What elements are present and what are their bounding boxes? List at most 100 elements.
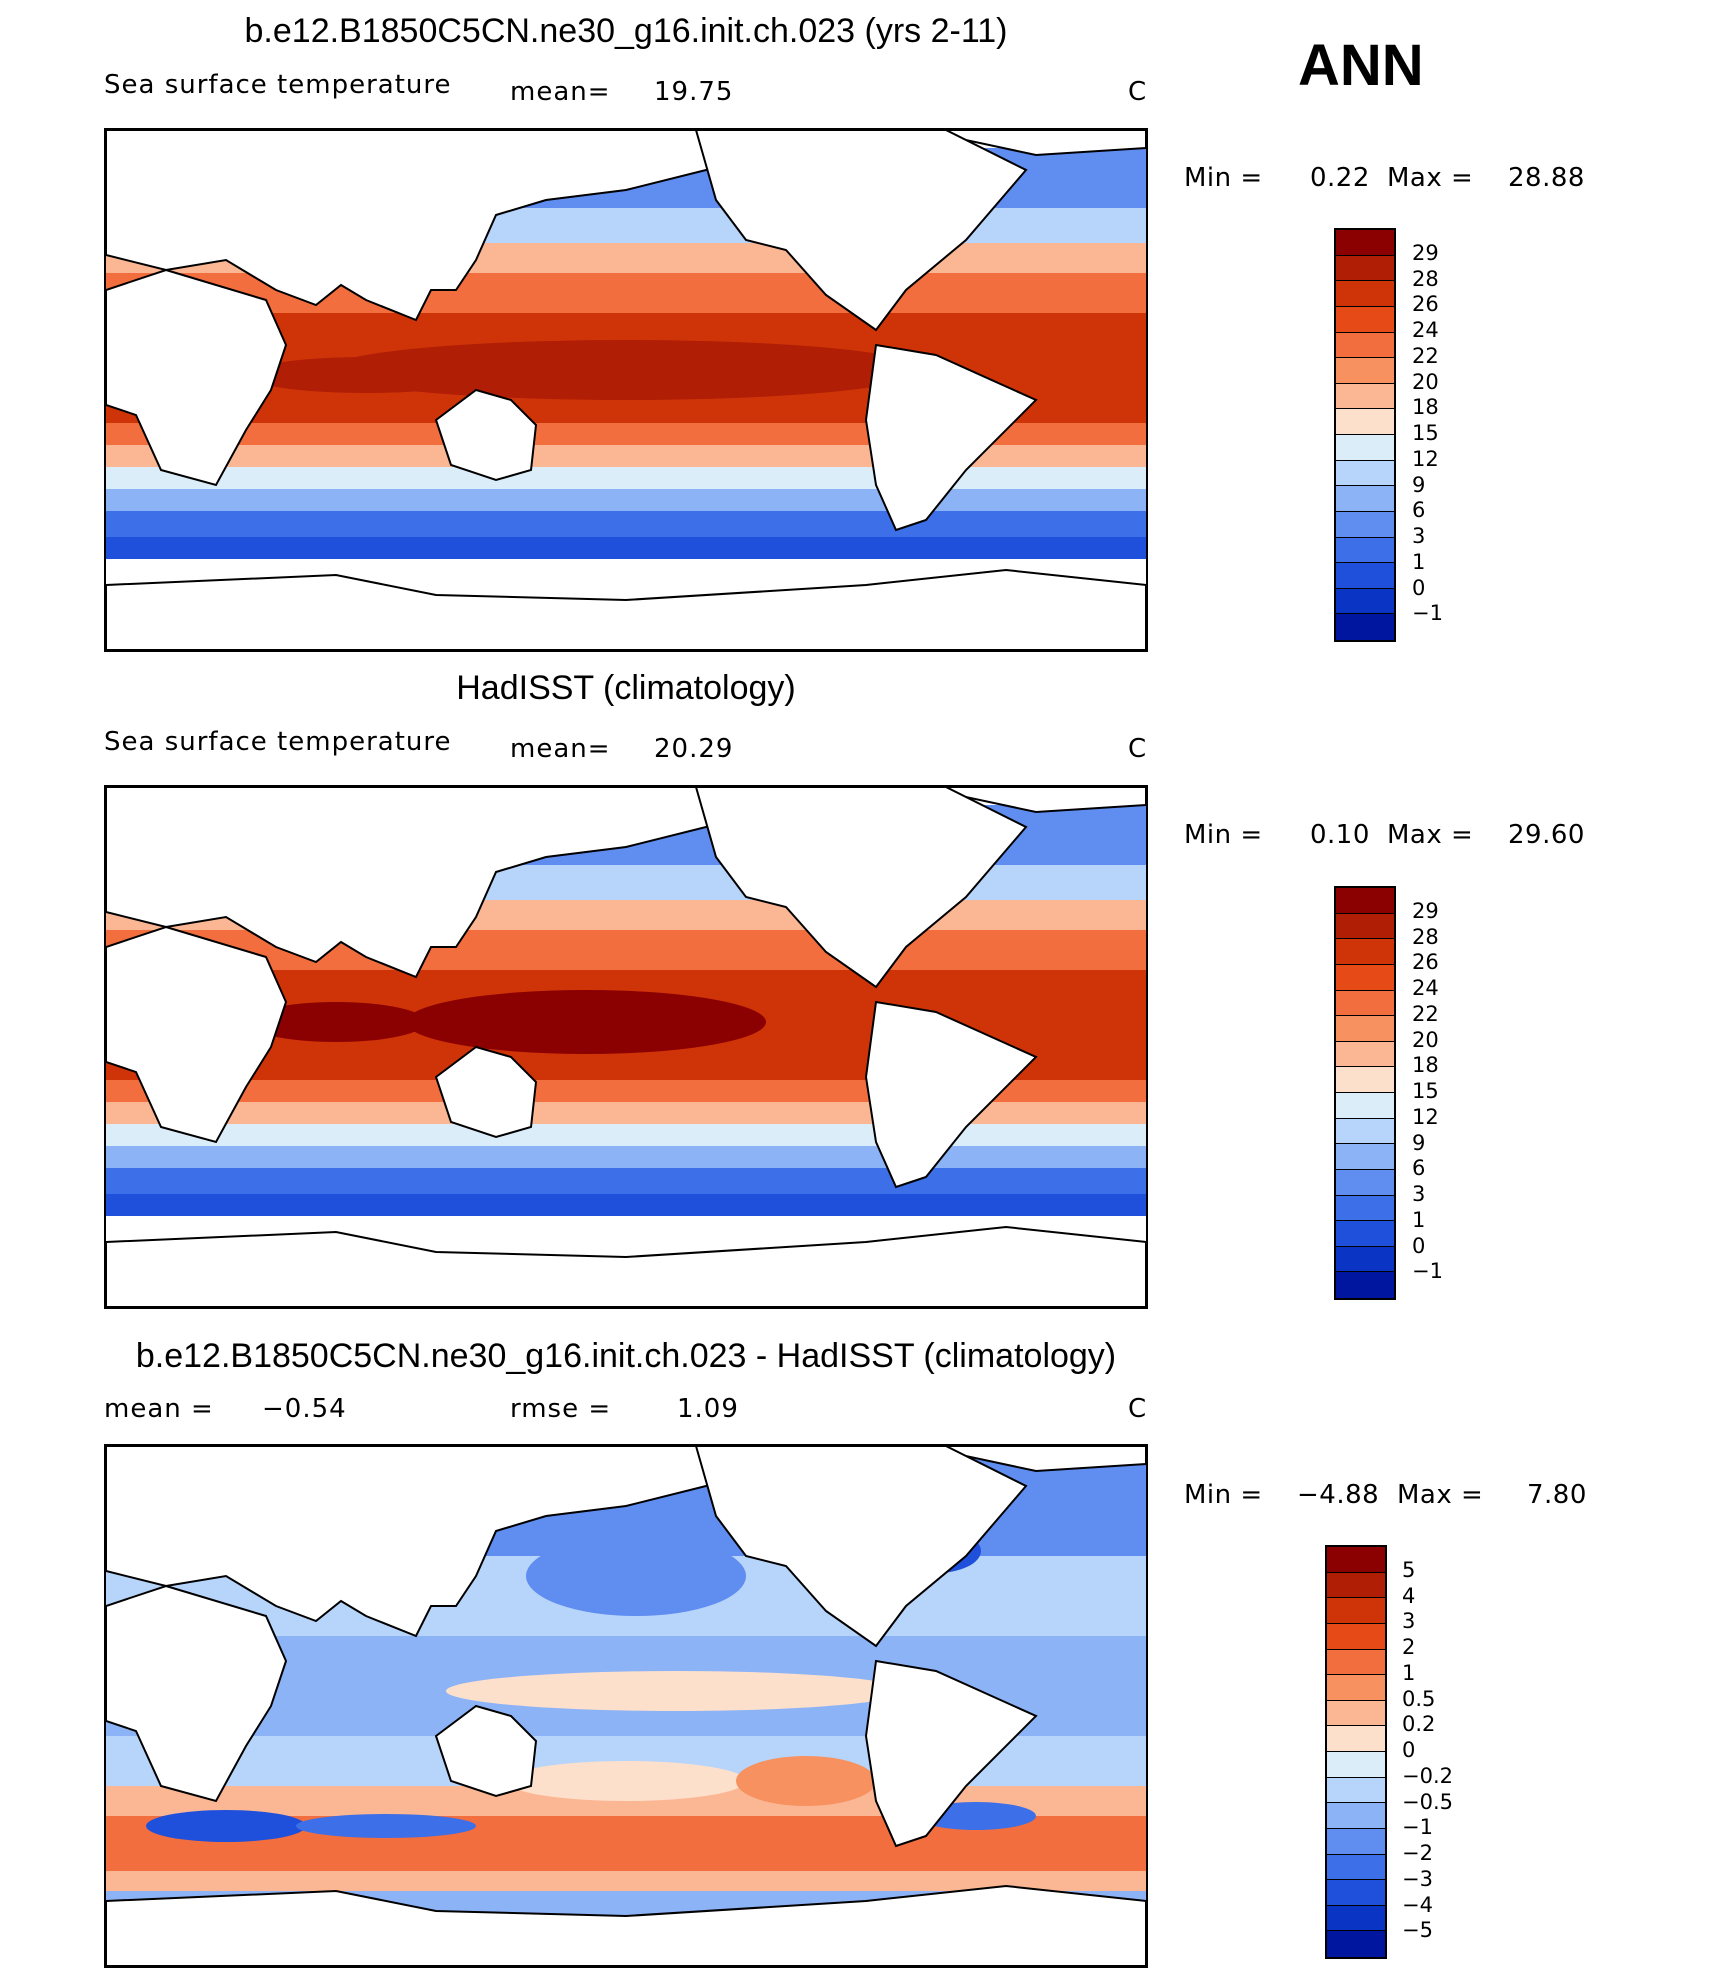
- colorbar-tick-label: 26: [1412, 950, 1439, 975]
- colorbar-tick-label: 24: [1412, 976, 1439, 1000]
- colorbar-segment: [1336, 614, 1394, 640]
- colorbar-tick-label: −1: [1402, 1815, 1433, 1840]
- panel-obs-mean-value: 20.29: [654, 734, 734, 764]
- colorbar-tick-label: 26: [1412, 292, 1439, 317]
- colorbar-tick-label: 0: [1402, 1738, 1416, 1762]
- panel-model-max-label: Max =: [1387, 163, 1474, 193]
- panel-model-min-value: 0.22: [1310, 163, 1370, 193]
- panel-diff-mean-value: −0.54: [262, 1394, 347, 1424]
- colorbar-segment: [1336, 1272, 1394, 1298]
- colorbar-tick-label: 6: [1412, 1156, 1426, 1181]
- colorbar-segment: [1327, 1752, 1385, 1778]
- colorbar-tick-label: −1: [1412, 1259, 1443, 1284]
- colorbar-segment: [1336, 990, 1394, 1017]
- panel-diff-rmse-value: 1.09: [677, 1394, 739, 1424]
- colorbar-tick-label: 5: [1402, 1557, 1416, 1582]
- colorbar-segment: [1327, 1726, 1385, 1752]
- colorbar-tick-label: 0: [1412, 1233, 1426, 1258]
- colorbar-segment: [1327, 1649, 1385, 1676]
- colorbar-tick-label: 28: [1412, 266, 1439, 291]
- panel-diff-colorbar: [1325, 1545, 1387, 1959]
- colorbar-tick-label: 15: [1412, 1079, 1439, 1103]
- colorbar-segment: [1336, 1118, 1394, 1145]
- colorbar-segment: [1327, 1598, 1385, 1624]
- panel-diff-mean-label: mean =: [104, 1394, 214, 1424]
- colorbar-tick-label: 18: [1412, 395, 1439, 420]
- colorbar-segment: [1336, 1221, 1394, 1247]
- colorbar-segment: [1336, 563, 1394, 589]
- panel-obs-units: C: [1128, 734, 1148, 764]
- colorbar-tick-label: 28: [1412, 924, 1439, 949]
- colorbar-segment: [1336, 1246, 1394, 1273]
- colorbar-tick-label: 20: [1412, 369, 1439, 394]
- colorbar-segment: [1327, 1777, 1385, 1804]
- panel-model-mean-value: 19.75: [654, 77, 734, 107]
- colorbar-segment: [1336, 281, 1394, 307]
- colorbar-tick-label: 22: [1412, 343, 1439, 368]
- panel-model-max-value: 28.88: [1508, 163, 1585, 193]
- colorbar-segment: [1336, 332, 1394, 359]
- panel-model-field: Sea surface temperature: [104, 70, 452, 100]
- panel-diff-max-value: 7.80: [1527, 1480, 1587, 1510]
- panel-diff-title: b.e12.B1850C5CN.ne30_g16.init.ch.023 - H…: [135, 1337, 1117, 1375]
- panel-model-min-label: Min =: [1184, 163, 1263, 193]
- colorbar-segment: [1327, 1931, 1385, 1957]
- colorbar-segment: [1336, 588, 1394, 615]
- panel-diff-units: C: [1128, 1394, 1148, 1424]
- colorbar-tick-label: 12: [1412, 1104, 1439, 1129]
- panel-obs-field: Sea surface temperature: [104, 727, 452, 757]
- sst-difference-field: [106, 1446, 1146, 1966]
- colorbar-tick-label: 0.2: [1402, 1712, 1436, 1737]
- colorbar-segment: [1336, 537, 1394, 564]
- colorbar-segment: [1327, 1700, 1385, 1727]
- colorbar-segment: [1336, 409, 1394, 435]
- panel-diff-map: [104, 1444, 1148, 1968]
- colorbar-segment: [1336, 888, 1394, 914]
- panel-diff-min-label: Min =: [1184, 1480, 1263, 1510]
- colorbar-segment: [1336, 460, 1394, 487]
- panel-obs-max-value: 29.60: [1508, 820, 1585, 850]
- colorbar-segment: [1336, 435, 1394, 461]
- season-label: ANN: [1298, 33, 1424, 98]
- colorbar-tick-label: 1: [1412, 549, 1426, 574]
- colorbar-segment: [1336, 1016, 1394, 1042]
- colorbar-tick-label: 0: [1412, 575, 1426, 600]
- colorbar-tick-label: 12: [1412, 446, 1439, 471]
- colorbar-tick-label: 24: [1412, 318, 1439, 342]
- colorbar-tick-label: 3: [1412, 1182, 1426, 1206]
- colorbar-segment: [1336, 964, 1394, 991]
- colorbar-segment: [1336, 383, 1394, 410]
- colorbar-tick-label: −1: [1412, 601, 1443, 626]
- colorbar-tick-label: −4: [1402, 1892, 1433, 1917]
- colorbar-tick-label: 3: [1412, 524, 1426, 548]
- panel-obs-max-label: Max =: [1387, 820, 1474, 850]
- colorbar-tick-label: 18: [1412, 1053, 1439, 1078]
- sst-field: [106, 130, 1146, 650]
- panel-obs-colorbar: [1334, 886, 1396, 1300]
- colorbar-tick-label: 6: [1412, 498, 1426, 523]
- colorbar-segment: [1327, 1905, 1385, 1932]
- colorbar-segment: [1327, 1854, 1385, 1881]
- colorbar-segment: [1336, 939, 1394, 965]
- colorbar-tick-label: 29: [1412, 898, 1439, 923]
- panel-diff-min-value: −4.88: [1297, 1480, 1380, 1510]
- panel-diff-max-label: Max =: [1397, 1480, 1484, 1510]
- colorbar-tick-label: 9: [1412, 472, 1426, 497]
- colorbar-tick-label: 15: [1412, 421, 1439, 445]
- colorbar-tick-label: 4: [1402, 1583, 1416, 1608]
- colorbar-tick-label: 22: [1412, 1001, 1439, 1026]
- colorbar-tick-label: 2: [1402, 1635, 1416, 1659]
- colorbar-segment: [1336, 486, 1394, 512]
- panel-model-mean-label: mean=: [510, 77, 611, 107]
- panel-model-units: C: [1128, 77, 1148, 107]
- colorbar-segment: [1336, 913, 1394, 940]
- colorbar-segment: [1336, 358, 1394, 384]
- colorbar-segment: [1327, 1828, 1385, 1855]
- colorbar-tick-label: 20: [1412, 1027, 1439, 1052]
- colorbar-tick-label: −3: [1402, 1866, 1433, 1891]
- colorbar-segment: [1327, 1675, 1385, 1701]
- colorbar-segment: [1336, 255, 1394, 282]
- colorbar-segment: [1336, 1041, 1394, 1068]
- panel-model-map: [104, 128, 1148, 652]
- panel-obs-mean-label: mean=: [510, 734, 611, 764]
